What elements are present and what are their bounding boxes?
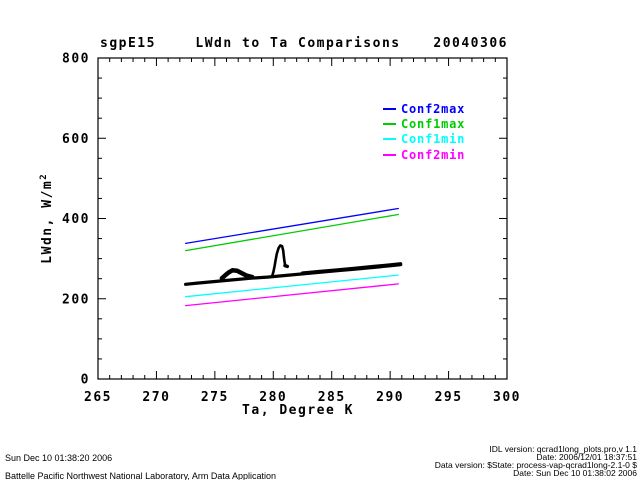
plot-date: 20040306 (433, 36, 508, 51)
plot-generation-timestamp: Sun Dec 10 01:38:20 2006 (5, 453, 113, 463)
legend-label: Conf2max (401, 101, 466, 116)
x-axis-label: Ta, Degree K (242, 403, 354, 418)
y-tick-label: 400 (62, 212, 90, 227)
legend-label: Conf1min (401, 132, 466, 147)
y-axis-label: LWdn, W/m2 (39, 174, 55, 263)
data-date-label: Date: Sun Dec 10 01:38:02 2006 (513, 468, 637, 478)
x-tick-label: 280 (259, 390, 287, 405)
legend-item-Conf1max: Conf1max (383, 116, 465, 131)
legend-dash-icon (383, 138, 396, 141)
legend-item-Conf2min: Conf2min (383, 147, 465, 162)
y-tick-label: 0 (81, 373, 90, 388)
y-tick-label: 800 (62, 52, 90, 67)
series-lwdn-data-bump (219, 268, 255, 281)
y-tick-label: 200 (62, 292, 90, 307)
idl-version-label: IDL version: qcrad1long_plots.pro,v 1.1 (489, 444, 637, 454)
site-label: sgpE15 (100, 36, 156, 51)
series-Conf2max (184, 207, 399, 245)
legend-label: Conf2min (401, 147, 466, 162)
x-tick-label: 290 (376, 390, 404, 405)
y-tick-label: 600 (62, 132, 90, 147)
legend-dash-icon (383, 153, 396, 156)
footer-left: Sun Dec 10 01:38:20 2006 Battelle Pacifi… (5, 449, 276, 480)
series-Conf1max (184, 213, 399, 252)
series-lwdn-data-spike-dot (283, 263, 290, 269)
x-tick-label: 295 (435, 390, 463, 405)
legend-item-Conf1min: Conf1min (383, 132, 465, 147)
plot-title: LWdn to Ta Comparisons (195, 36, 401, 51)
legend: Conf2max Conf1max Conf1min Conf2min (383, 101, 465, 162)
x-tick-label: 300 (493, 390, 521, 405)
series-Conf1min (184, 274, 399, 298)
y-axis-label-superscript: 2 (38, 174, 49, 180)
series-Conf2min (184, 283, 399, 307)
series-lwdn-data-band-thick (301, 262, 403, 275)
x-tick-label: 270 (142, 390, 170, 405)
legend-label: Conf1max (401, 116, 466, 131)
x-tick-label: 265 (84, 390, 112, 405)
idl-version-date-label: Date: 2006/12/01 18:37:51 (536, 452, 637, 462)
x-tick-label: 285 (318, 390, 346, 405)
legend-dash-icon (383, 122, 396, 125)
data-version-label: Data version: $State: process-vap-qcrad1… (434, 460, 637, 470)
y-axis-label-text: LWdn, W/m (40, 179, 56, 264)
legend-dash-icon (383, 107, 396, 110)
x-tick-label: 275 (201, 390, 229, 405)
series-lwdn-data-spike (270, 244, 287, 278)
organization-label: Battelle Pacific Northwest National Labo… (5, 471, 276, 480)
footer-right: IDL version: qcrad1long_plots.pro,v 1.1 … (434, 444, 637, 478)
legend-item-Conf2max: Conf2max (383, 101, 465, 116)
